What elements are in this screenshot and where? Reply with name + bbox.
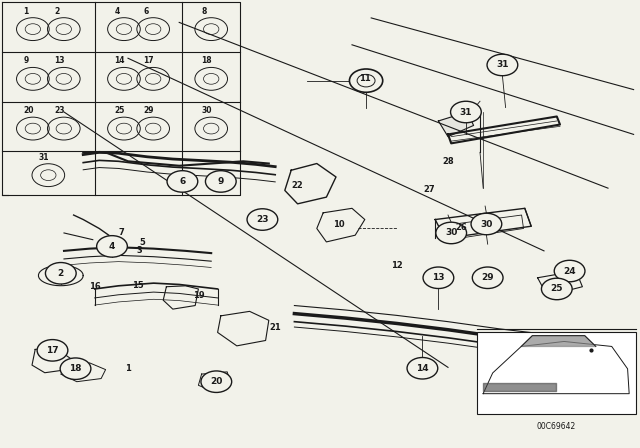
Text: 19: 19 [193,291,204,300]
Text: 2: 2 [58,269,64,278]
Polygon shape [521,336,596,346]
Text: 11: 11 [359,74,371,83]
Text: 29: 29 [143,106,154,115]
Circle shape [60,358,91,379]
Text: 24: 24 [563,267,576,276]
Circle shape [541,278,572,300]
Text: 5: 5 [139,238,145,247]
Circle shape [97,236,127,257]
Text: 15: 15 [132,281,143,290]
Text: 7: 7 [119,228,124,237]
Text: 29: 29 [481,273,494,282]
Text: 4: 4 [109,242,115,251]
Circle shape [247,209,278,230]
Text: 2: 2 [54,7,60,16]
Circle shape [45,263,76,284]
Text: 21: 21 [269,323,281,332]
Text: 20: 20 [210,377,223,386]
Text: 20: 20 [23,106,34,115]
Text: 10: 10 [333,220,345,228]
Text: 18: 18 [202,56,212,65]
Text: 14: 14 [115,56,125,65]
Circle shape [487,54,518,76]
Circle shape [201,371,232,392]
Circle shape [451,101,481,123]
Text: 16: 16 [89,282,100,291]
Text: 31: 31 [496,60,509,69]
Text: 14: 14 [416,364,429,373]
Text: 25: 25 [115,106,125,115]
Text: 3: 3 [137,246,142,255]
Text: 9: 9 [218,177,224,186]
Circle shape [205,171,236,192]
Circle shape [436,222,467,244]
Text: 9: 9 [23,56,29,65]
Text: 6: 6 [179,177,186,186]
Text: 25: 25 [550,284,563,293]
Text: 23: 23 [256,215,269,224]
Text: 17: 17 [46,346,59,355]
Text: 1: 1 [125,364,131,373]
Text: 23: 23 [54,106,65,115]
Text: 18: 18 [69,364,82,373]
Text: 1: 1 [23,7,29,16]
Text: 26: 26 [455,223,467,232]
Circle shape [472,267,503,289]
Text: 12: 12 [391,261,403,270]
Text: 13: 13 [54,56,65,65]
Circle shape [471,213,502,235]
Text: 31: 31 [38,153,49,162]
Text: 27: 27 [423,185,435,194]
Polygon shape [438,112,474,137]
Text: 30: 30 [480,220,493,228]
Text: 30: 30 [445,228,458,237]
Circle shape [407,358,438,379]
Text: 00C69642: 00C69642 [536,422,576,431]
Text: 8: 8 [202,7,207,16]
FancyBboxPatch shape [477,332,636,414]
Text: 22: 22 [292,181,303,190]
Text: 28: 28 [442,157,454,166]
Text: 17: 17 [143,56,154,65]
Circle shape [167,171,198,192]
Text: 31: 31 [460,108,472,116]
Circle shape [423,267,454,289]
Text: 13: 13 [432,273,445,282]
Text: 4: 4 [115,7,120,16]
Text: 6: 6 [143,7,149,16]
Circle shape [554,260,585,282]
Circle shape [37,340,68,361]
Text: 30: 30 [202,106,212,115]
